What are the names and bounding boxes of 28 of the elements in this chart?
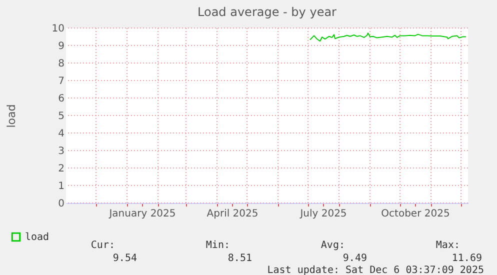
y-tick-label: 4 xyxy=(58,128,64,140)
y-tick-label: 8 xyxy=(58,58,64,70)
text: Max: xyxy=(436,240,460,251)
text: 9.49 xyxy=(342,253,367,264)
text: 11.69 xyxy=(452,253,482,264)
text: 8.51 xyxy=(228,253,252,264)
y-tick-label: 5 xyxy=(58,111,64,122)
text: Avg: xyxy=(320,240,345,251)
line-series xyxy=(310,32,466,42)
y-tick-label: 3 xyxy=(58,146,64,157)
text: Min: xyxy=(206,240,230,251)
legend-label: load xyxy=(25,232,50,243)
y-tick-label: 6 xyxy=(58,94,64,104)
y-tick-label: 9 xyxy=(58,41,64,52)
y-tick-label: 0 xyxy=(58,198,64,210)
x-tick-label: April 2025 xyxy=(206,208,258,220)
x-tick-label: July 2025 xyxy=(299,208,347,220)
text: 9.54 xyxy=(112,253,137,264)
x-tick-label: January 2025 xyxy=(108,208,176,220)
y-axis-title: load xyxy=(4,104,18,128)
y-tick-label: 1 xyxy=(58,181,64,192)
y-tick-label: 2 xyxy=(58,164,64,174)
text: Last update: Sat Dec 6 03:37:09 2025 xyxy=(267,265,484,275)
chart-title: Load average - by year xyxy=(198,5,337,19)
text: Cur: xyxy=(90,240,115,251)
y-tick-label: 7 xyxy=(58,76,64,87)
y-tick-label: 10 xyxy=(52,24,64,34)
x-tick-label: October 2025 xyxy=(381,208,450,220)
